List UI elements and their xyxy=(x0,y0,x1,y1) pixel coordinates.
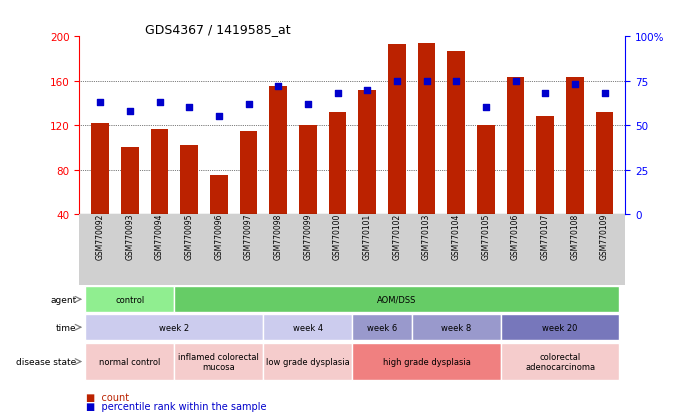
Point xyxy=(569,82,580,88)
Text: GDS4367 / 1419585_at: GDS4367 / 1419585_at xyxy=(145,23,291,36)
Text: AOM/DSS: AOM/DSS xyxy=(377,295,417,304)
Bar xyxy=(477,126,495,215)
Bar xyxy=(329,113,346,215)
Bar xyxy=(86,287,174,312)
Bar xyxy=(210,176,228,215)
Bar xyxy=(412,315,501,340)
Text: agent: agent xyxy=(50,295,77,304)
Point xyxy=(421,78,432,85)
Text: low grade dysplasia: low grade dysplasia xyxy=(266,357,350,366)
Point xyxy=(510,78,521,85)
Point xyxy=(480,105,491,112)
Bar xyxy=(501,343,619,380)
Text: colorectal
adenocarcinoma: colorectal adenocarcinoma xyxy=(525,352,595,371)
Text: week 8: week 8 xyxy=(441,323,471,332)
Bar xyxy=(447,52,465,215)
Point xyxy=(214,114,225,120)
Point xyxy=(540,90,551,97)
Text: ■  percentile rank within the sample: ■ percentile rank within the sample xyxy=(86,401,267,411)
Point xyxy=(451,78,462,85)
Text: inflamed colorectal
mucosa: inflamed colorectal mucosa xyxy=(178,352,259,371)
Bar xyxy=(86,343,174,380)
Bar xyxy=(263,315,352,340)
Point xyxy=(154,100,165,106)
Bar xyxy=(352,343,501,380)
Bar xyxy=(352,315,412,340)
Bar xyxy=(536,117,554,215)
Bar xyxy=(507,78,524,215)
Bar xyxy=(240,131,258,215)
Bar xyxy=(596,113,614,215)
Point xyxy=(361,87,372,94)
Bar xyxy=(417,44,435,215)
Bar xyxy=(269,87,287,215)
Bar xyxy=(566,78,584,215)
Bar xyxy=(174,287,619,312)
Bar xyxy=(86,315,263,340)
Bar xyxy=(180,146,198,215)
Bar xyxy=(151,129,169,215)
Text: high grade dysplasia: high grade dysplasia xyxy=(383,357,471,366)
Point xyxy=(332,90,343,97)
Point xyxy=(124,108,135,115)
Point xyxy=(303,101,314,108)
Text: ■  count: ■ count xyxy=(86,392,129,402)
Text: normal control: normal control xyxy=(100,357,160,366)
Bar xyxy=(263,343,352,380)
Point xyxy=(243,101,254,108)
Bar xyxy=(388,45,406,215)
Text: week 20: week 20 xyxy=(542,323,578,332)
Text: week 2: week 2 xyxy=(160,323,189,332)
Text: disease state: disease state xyxy=(17,357,77,366)
Text: week 6: week 6 xyxy=(367,323,397,332)
Bar xyxy=(174,343,263,380)
Bar xyxy=(501,315,619,340)
Text: control: control xyxy=(115,295,144,304)
Text: time: time xyxy=(56,323,77,332)
Bar xyxy=(121,148,139,215)
Point xyxy=(95,100,106,106)
Point xyxy=(391,78,402,85)
Point xyxy=(273,83,284,90)
Bar xyxy=(299,126,316,215)
Text: week 4: week 4 xyxy=(293,323,323,332)
Bar xyxy=(91,123,109,215)
Bar xyxy=(359,90,376,215)
Point xyxy=(184,105,195,112)
Point xyxy=(599,90,610,97)
